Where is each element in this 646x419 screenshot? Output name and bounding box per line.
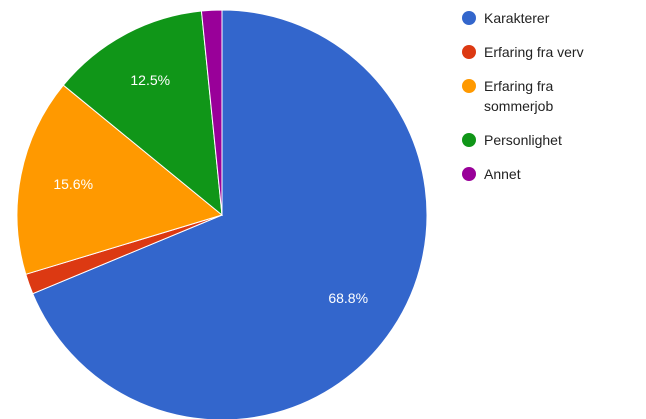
- chart: 68.8% 15.6% 12.5%: [16, 9, 428, 419]
- legend-label: Karakterer: [484, 10, 550, 26]
- slice-label: 12.5%: [130, 72, 170, 88]
- legend-swatch: [462, 167, 476, 181]
- pie-slice: [62, 10, 223, 217]
- slice-label: 15.6%: [53, 176, 93, 192]
- legend-label: Erfaring fra verv: [484, 44, 584, 60]
- legend-label: Personlighet: [484, 132, 562, 148]
- legend-label: Annet: [484, 166, 521, 182]
- legend-swatch: [462, 133, 476, 147]
- legend-swatch: [462, 79, 476, 93]
- legend-item: Karakterer: [462, 8, 622, 28]
- legend-item: Personlighet: [462, 130, 622, 150]
- legend-swatch: [462, 45, 476, 59]
- slice-label: 68.8%: [328, 290, 368, 306]
- legend-item: Erfaring fra sommerjob: [462, 76, 622, 116]
- legend-item: Erfaring fra verv: [462, 42, 622, 62]
- legend-swatch: [462, 11, 476, 25]
- legend-item: Annet: [462, 164, 622, 184]
- legend-label: Erfaring fra sommerjob: [484, 78, 554, 114]
- pie-slice: [200, 9, 223, 216]
- pie-slice: [32, 9, 428, 419]
- pie-slice: [16, 84, 224, 275]
- legend: Karakterer Erfaring fra verv Erfaring fra …: [462, 8, 622, 198]
